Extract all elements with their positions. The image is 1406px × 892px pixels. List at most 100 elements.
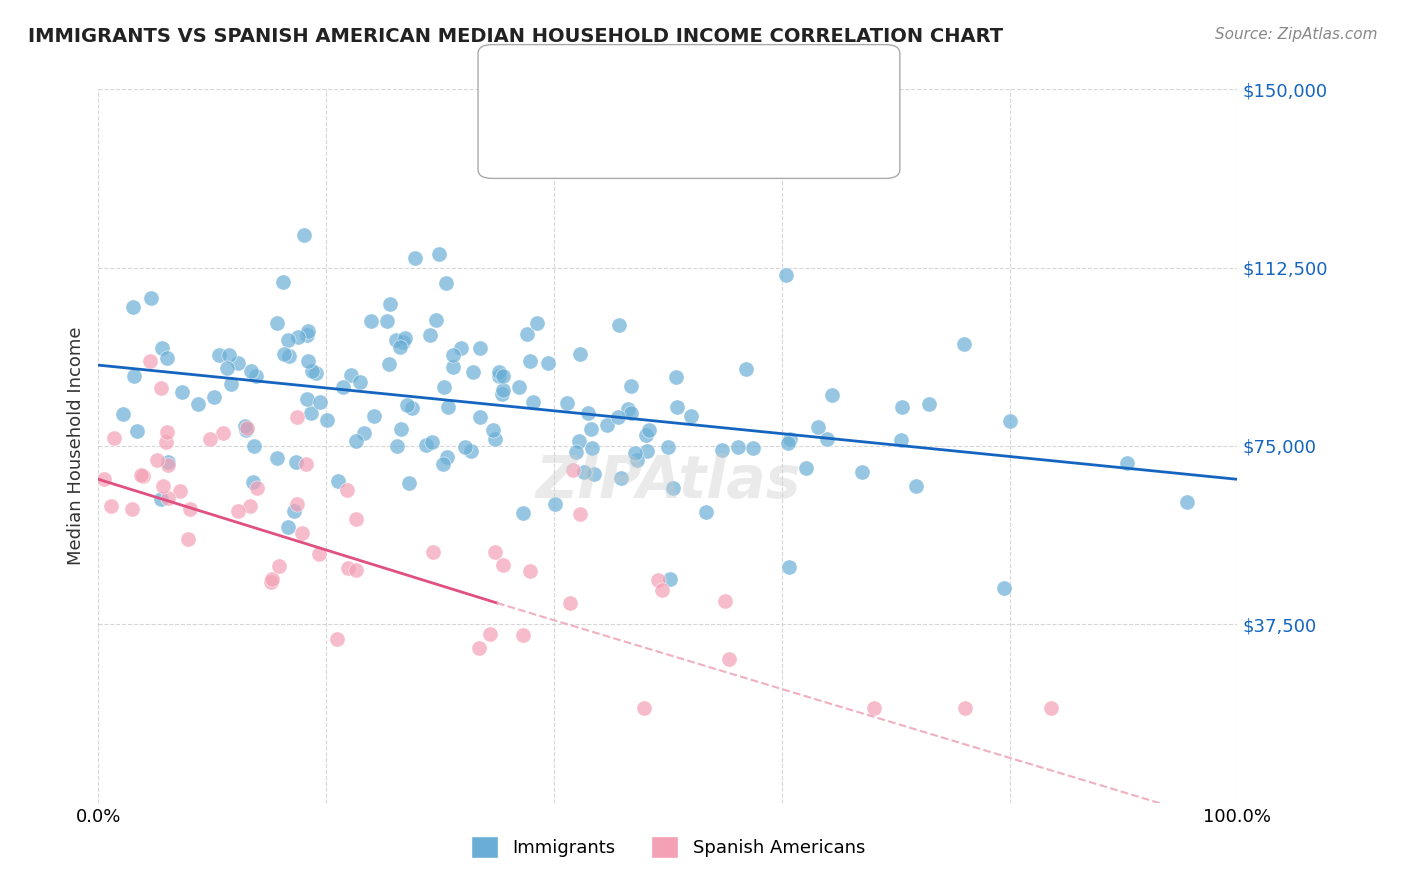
Immigrants — [679, 409, 702, 423]
Immigrants — [235, 424, 257, 438]
Immigrants — [433, 380, 456, 394]
Immigrants — [277, 333, 299, 347]
Spanish Americans — [262, 572, 284, 586]
Immigrants — [344, 434, 367, 448]
Immigrants — [516, 326, 538, 341]
Immigrants — [636, 444, 658, 458]
Immigrants — [993, 582, 1015, 596]
Immigrants — [139, 291, 162, 305]
Immigrants — [297, 324, 319, 338]
Immigrants — [436, 450, 458, 465]
Immigrants — [638, 423, 661, 437]
Text: ■: ■ — [520, 73, 544, 96]
Immigrants — [156, 351, 179, 365]
Immigrants — [890, 434, 912, 448]
Spanish Americans — [149, 381, 172, 395]
Immigrants — [568, 347, 591, 361]
Spanish Americans — [484, 544, 506, 558]
Immigrants — [378, 297, 401, 311]
Immigrants — [626, 453, 648, 467]
Immigrants — [218, 348, 240, 362]
Immigrants — [607, 318, 630, 332]
Immigrants — [278, 350, 301, 364]
Immigrants — [398, 476, 420, 491]
Immigrants — [610, 471, 633, 485]
Immigrants — [568, 434, 591, 449]
Spanish Americans — [93, 472, 115, 486]
Spanish Americans — [519, 564, 541, 578]
Immigrants — [620, 379, 643, 393]
Immigrants — [157, 455, 180, 469]
Immigrants — [1175, 495, 1198, 509]
Spanish Americans — [285, 409, 308, 424]
Immigrants — [665, 400, 688, 414]
Immigrants — [508, 380, 530, 394]
Immigrants — [292, 227, 315, 242]
Immigrants — [742, 442, 765, 456]
Spanish Americans — [717, 652, 740, 666]
Spanish Americans — [325, 632, 347, 646]
Immigrants — [544, 497, 567, 511]
Immigrants — [606, 410, 628, 425]
Immigrants — [277, 520, 299, 534]
Spanish Americans — [285, 497, 308, 511]
Spanish Americans — [647, 573, 669, 587]
Immigrants — [617, 401, 640, 416]
Immigrants — [326, 474, 349, 488]
Immigrants — [299, 406, 322, 420]
Spanish Americans — [492, 558, 515, 572]
Spanish Americans — [337, 561, 360, 575]
Immigrants — [512, 506, 534, 520]
Immigrants — [111, 407, 134, 421]
Spanish Americans — [260, 575, 283, 590]
Immigrants — [315, 412, 337, 426]
Immigrants — [482, 423, 505, 437]
Immigrants — [436, 400, 458, 414]
Spanish Americans — [422, 545, 444, 559]
Spanish Americans — [129, 468, 152, 483]
Immigrants — [285, 454, 308, 468]
Immigrants — [727, 441, 749, 455]
Y-axis label: Median Household Income: Median Household Income — [66, 326, 84, 566]
Text: ■: ■ — [520, 109, 544, 132]
Immigrants — [122, 369, 145, 384]
Text: IMMIGRANTS VS SPANISH AMERICAN MEDIAN HOUSEHOLD INCOME CORRELATION CHART: IMMIGRANTS VS SPANISH AMERICAN MEDIAN HO… — [28, 27, 1004, 45]
Immigrants — [581, 422, 603, 436]
Immigrants — [851, 465, 873, 479]
Immigrants — [240, 364, 263, 378]
Immigrants — [657, 440, 679, 454]
Spanish Americans — [291, 526, 314, 541]
Immigrants — [149, 491, 172, 506]
Immigrants — [242, 475, 264, 489]
Immigrants — [776, 435, 799, 450]
Immigrants — [526, 316, 548, 330]
Immigrants — [387, 439, 409, 453]
Spanish Americans — [344, 563, 367, 577]
Immigrants — [425, 313, 447, 327]
Immigrants — [572, 465, 595, 479]
Immigrants — [596, 417, 619, 432]
Immigrants — [349, 375, 371, 389]
Immigrants — [620, 406, 643, 420]
Immigrants — [695, 505, 717, 519]
Spanish Americans — [568, 508, 591, 522]
Immigrants — [245, 369, 267, 384]
Immigrants — [427, 247, 450, 261]
Immigrants — [775, 268, 797, 282]
Spanish Americans — [139, 354, 162, 368]
Immigrants — [557, 395, 579, 409]
Immigrants — [665, 370, 688, 384]
Immigrants — [419, 328, 441, 343]
Spanish Americans — [714, 594, 737, 608]
Immigrants — [581, 441, 603, 455]
Immigrants — [219, 376, 242, 391]
Spanish Americans — [157, 491, 180, 505]
Immigrants — [461, 365, 484, 379]
Immigrants — [404, 251, 426, 265]
Immigrants — [360, 314, 382, 328]
Immigrants — [576, 406, 599, 420]
Immigrants — [434, 277, 457, 291]
Spanish Americans — [562, 463, 585, 477]
Immigrants — [392, 334, 415, 349]
Spanish Americans — [953, 700, 976, 714]
